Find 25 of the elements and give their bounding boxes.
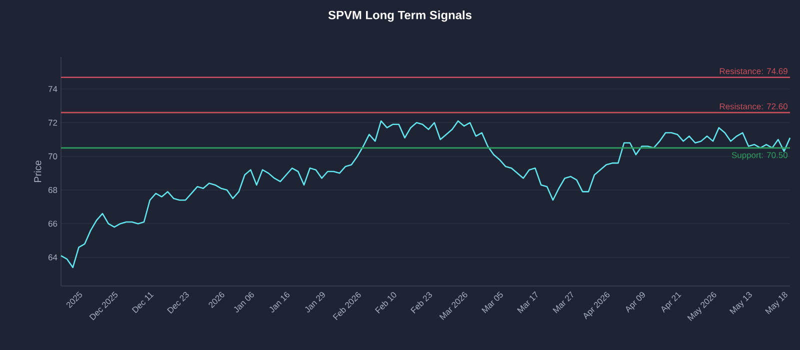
x-tick-label: Jan 29 [305,292,325,312]
x-tick-label: Feb 10 [374,292,396,314]
x-tick-label: Dec 11 [132,292,154,314]
chart-title: SPVM Long Term Signals [328,10,472,22]
y-tick-label: 70 [48,153,58,160]
y-tick-label: 66 [48,220,58,227]
x-tick-label: Mar 05 [481,292,503,314]
x-tick-label: May 18 [764,292,788,314]
y-axis-title: Price [34,160,42,182]
x-tick-label: Apr 21 [662,292,682,313]
ref-line-label: Resistance: 72.60 [720,103,788,110]
y-tick-label: 72 [48,120,58,126]
x-tick-label: Dec 23 [167,292,189,314]
x-tick-label: May 13 [729,292,752,314]
x-tick-label: Mar 27 [552,291,574,314]
ref-line-label: Resistance: 74.69 [720,68,788,74]
ref-line-label: Support: 70.50 [732,152,788,160]
x-tick-label: Feb 23 [410,292,432,314]
y-tick-label: 74 [48,86,58,92]
x-tick-label: Apr 09 [626,292,645,313]
x-tick-label: Mar 17 [516,291,538,314]
y-tick-label: 68 [48,187,58,194]
y-tick-label: 64 [48,254,58,260]
x-tick-label: Jan 16 [270,292,290,312]
x-tick-label: Jan 06 [234,292,254,312]
